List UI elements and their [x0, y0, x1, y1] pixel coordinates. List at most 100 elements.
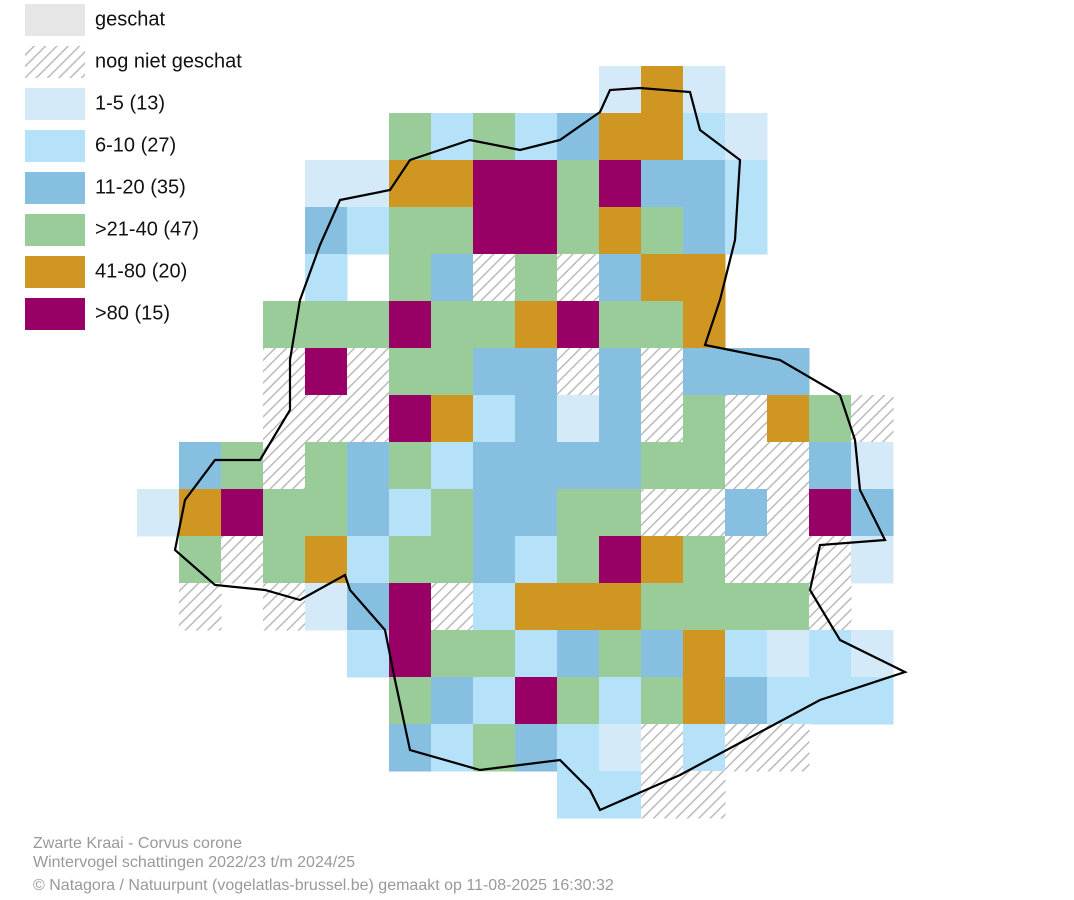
legend-label: 11-20 (35): [95, 176, 186, 198]
grid-cell: [851, 677, 894, 725]
grid-cell: [767, 536, 810, 584]
grid-cell: [347, 630, 390, 678]
grid-cell: [557, 677, 600, 725]
legend: geschat nog niet geschat 1-5 (13) 6-10 (27)…: [25, 4, 242, 330]
grid-cell: [515, 442, 558, 490]
grid-cell: [641, 113, 684, 161]
grid-cell: [557, 630, 600, 678]
grid-cell: [515, 113, 558, 161]
legend-label: 41-80 (20): [95, 260, 187, 282]
grid-cell: [473, 489, 516, 537]
grid-cell: [431, 489, 474, 537]
grid-cell: [725, 395, 768, 443]
region-outline: [173, 86, 908, 812]
grid-cell: [347, 536, 390, 584]
grid-cell: [683, 442, 726, 490]
grid-cell: [515, 160, 558, 208]
grid-cell: [767, 348, 810, 396]
legend-swatch: [25, 214, 85, 246]
grid-cell: [641, 771, 684, 819]
grid-cell: [431, 442, 474, 490]
grid-cell: [683, 160, 726, 208]
grid-cell: [599, 677, 642, 725]
grid-cell: [305, 583, 348, 631]
grid-cell: [389, 254, 432, 302]
grid-cell: [683, 489, 726, 537]
legend-label: nog niet geschat: [95, 50, 242, 72]
grid-cell: [725, 489, 768, 537]
grid-cell: [347, 489, 390, 537]
grid-cell: [641, 348, 684, 396]
grid-cell: [305, 442, 348, 490]
grid-cell: [683, 113, 726, 161]
grid-cell: [599, 630, 642, 678]
grid-cell: [431, 254, 474, 302]
grid-cell: [473, 254, 516, 302]
grid-cell: [515, 254, 558, 302]
grid-cell: [557, 489, 600, 537]
grid-cell: [515, 536, 558, 584]
grid-cell: [599, 442, 642, 490]
grid-cell: [851, 536, 894, 584]
grid-cell: [641, 677, 684, 725]
legend-swatch: [25, 46, 85, 78]
grid-cell: [347, 583, 390, 631]
grid-cell: [389, 113, 432, 161]
grid-cell: [809, 395, 852, 443]
footer-line: Wintervogel schattingen 2022/23 t/m 2024…: [33, 854, 355, 871]
grid-cell: [137, 489, 180, 537]
grid-cell: [725, 207, 768, 255]
grid-cell: [221, 442, 264, 490]
grid-cell: [473, 207, 516, 255]
grid-cell: [221, 489, 264, 537]
legend-swatch: [25, 130, 85, 162]
grid-cell: [305, 301, 348, 349]
grid-cell: [473, 348, 516, 396]
grid-cell: [389, 395, 432, 443]
grid-cell: [431, 113, 474, 161]
grid-cell: [347, 301, 390, 349]
grid-cell: [347, 442, 390, 490]
grid-cell: [473, 301, 516, 349]
grid-cell: [557, 395, 600, 443]
grid-cell: [557, 207, 600, 255]
grid-cell: [683, 724, 726, 772]
footer-line: Zwarte Kraai - Corvus corone: [33, 835, 242, 852]
footer: Zwarte Kraai - Corvus corone Wintervogel …: [33, 835, 614, 894]
grid-cell: [515, 583, 558, 631]
grid-cell: [389, 442, 432, 490]
grid-cell: [683, 395, 726, 443]
grid-cell: [431, 583, 474, 631]
grid-cell: [347, 160, 390, 208]
grid-cell: [557, 583, 600, 631]
grid-cell: [179, 442, 222, 490]
grid-cell: [683, 348, 726, 396]
grid-cell: [431, 630, 474, 678]
grid-cell: [431, 395, 474, 443]
grid-cell: [473, 677, 516, 725]
legend-label: >21-40 (47): [95, 218, 199, 240]
grid-cell: [683, 254, 726, 302]
legend-label: 1-5 (13): [95, 92, 165, 114]
grid-cell: [515, 630, 558, 678]
grid-cell: [599, 583, 642, 631]
grid-cell: [389, 207, 432, 255]
grid-cell: [515, 348, 558, 396]
grid-cell: [179, 489, 222, 537]
grid-cell: [305, 348, 348, 396]
grid-cell: [557, 442, 600, 490]
grid-cell: [431, 348, 474, 396]
grid-cell: [473, 536, 516, 584]
grid-cell: [305, 489, 348, 537]
grid-cell: [641, 301, 684, 349]
grid-cell: [473, 724, 516, 772]
grid-cell: [851, 395, 894, 443]
grid-cell: [557, 160, 600, 208]
legend-label: 6-10 (27): [95, 134, 176, 156]
grid-cell: [431, 207, 474, 255]
grid-cell: [557, 301, 600, 349]
grid-cell: [641, 254, 684, 302]
grid-cell: [725, 536, 768, 584]
grid-cell: [599, 160, 642, 208]
grid-cell: [599, 489, 642, 537]
